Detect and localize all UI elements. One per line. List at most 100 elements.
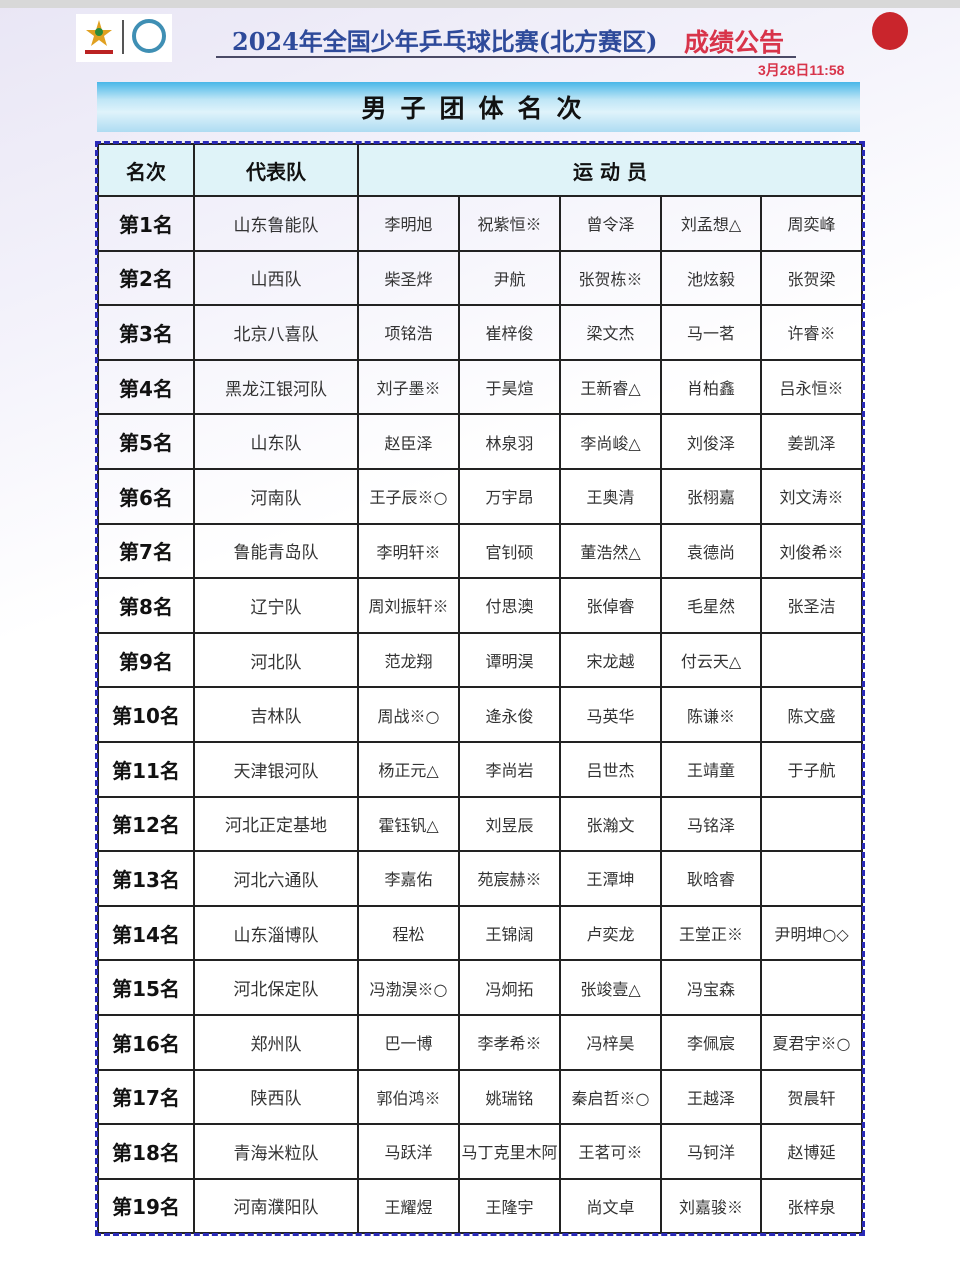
player-cell: 陈谦※	[660, 686, 762, 743]
rank-cell: 第17名	[97, 1068, 195, 1126]
table-row: 第16名 郑州队 巴一博 李孝希※ 冯梓昊 李佩宸 夏君宇※○	[97, 1013, 863, 1071]
player-cell: 张倬睿	[559, 577, 662, 634]
player-cell: 张栩嘉	[660, 467, 762, 525]
team-cell: 河北保定队	[193, 959, 359, 1016]
player-cell: 李嘉佑	[357, 850, 460, 907]
table-row: 第14名 山东淄博队 程松 王锦阔 卢奕龙 王堂正※ 尹明坤○◇	[97, 904, 863, 962]
table-row: 第6名 河南队 王子辰※○ 万宇昂 王奥清 张栩嘉 刘文涛※	[97, 467, 863, 525]
player-cell: 陈文盛	[760, 686, 863, 743]
player-cell: 袁德尚	[660, 522, 762, 580]
player-cell: 宋龙越	[559, 631, 662, 689]
table-row: 第12名 河北正定基地 霍钰钒△ 刘昱辰 张瀚文 马铭泽	[97, 795, 863, 853]
table-row: 第18名 青海米粒队 马跃洋 马丁克里木阿 王茗可※ 马钶洋 赵博延	[97, 1123, 863, 1180]
rank-cell: 第16名	[97, 1013, 195, 1071]
player-cell: 王茗可※	[559, 1123, 662, 1180]
team-cell: 河北正定基地	[193, 795, 359, 853]
rank-cell: 第14名	[97, 904, 195, 962]
table-row: 第13名 河北六通队 李嘉佑 苑宸赫※ 王潭坤 耿晗睿	[97, 850, 863, 907]
player-cell: 张贺栋※	[559, 249, 662, 307]
team-cell: 河北队	[193, 631, 359, 689]
player-cell: 付思澳	[458, 577, 561, 634]
player-cell: 李孝希※	[458, 1013, 561, 1071]
player-cell: 刘昱辰	[458, 795, 561, 853]
team-cell: 山西队	[193, 249, 359, 307]
player-cell: 冯宝森	[660, 959, 762, 1016]
rank-cell: 第9名	[97, 631, 195, 689]
player-cell: 张瀚文	[559, 795, 662, 853]
column-header-players: 运 动 员	[357, 143, 863, 197]
team-cell: 北京八喜队	[193, 304, 359, 361]
table-row: 第11名 天津银河队 杨正元△ 李尚岩 吕世杰 王靖童 于子航	[97, 740, 863, 798]
team-cell: 吉林队	[193, 686, 359, 743]
team-cell: 山东队	[193, 413, 359, 470]
player-cell: 李明旭	[357, 195, 460, 252]
team-cell: 陕西队	[193, 1068, 359, 1126]
player-cell: 崔梓俊	[458, 304, 561, 361]
player-cell: 夏君宇※○	[760, 1013, 863, 1071]
player-cell: 王锦阔	[458, 904, 561, 962]
table-row: 第1名 山东鲁能队 李明旭 祝紫恒※ 曾令泽 刘孟想△ 周奕峰	[97, 195, 863, 252]
team-cell: 山东淄博队	[193, 904, 359, 962]
player-cell: 刘俊泽	[660, 413, 762, 470]
player-cell	[760, 959, 863, 1016]
player-cell: 刘嘉骏※	[660, 1177, 762, 1235]
rank-cell: 第19名	[97, 1177, 195, 1235]
rank-cell: 第8名	[97, 577, 195, 634]
player-cell: 林泉羽	[458, 413, 561, 470]
table-row: 第19名 河南濮阳队 王耀煜 王隆宇 尚文卓 刘嘉骏※ 张梓泉	[97, 1177, 863, 1235]
player-cell: 王奥清	[559, 467, 662, 525]
player-cell: 王越泽	[660, 1068, 762, 1126]
player-cell: 马跃洋	[357, 1123, 460, 1180]
team-cell: 天津银河队	[193, 740, 359, 798]
player-cell	[760, 631, 863, 689]
publish-datetime: 3月28日11:58	[758, 62, 845, 78]
player-cell: 吕永恒※	[760, 358, 863, 416]
team-cell: 山东鲁能队	[193, 195, 359, 252]
announcement-label: 成绩公告	[684, 28, 785, 57]
emblem-logo-icon	[872, 12, 908, 50]
table-row: 第17名 陕西队 郭伯鸿※ 姚瑞铭 秦启哲※○ 王越泽 贺晨轩	[97, 1068, 863, 1126]
player-cell: 尹航	[458, 249, 561, 307]
table-header-row: 名次 代表队 运 动 员	[97, 143, 863, 197]
rank-cell: 第1名	[97, 195, 195, 252]
player-cell: 王子辰※○	[357, 467, 460, 525]
player-cell: 逄永俊	[458, 686, 561, 743]
player-cell: 尚文卓	[559, 1177, 662, 1235]
player-cell: 张贺梁	[760, 249, 863, 307]
player-cell: 吕世杰	[559, 740, 662, 798]
rank-cell: 第4名	[97, 358, 195, 416]
top-bar	[0, 0, 960, 8]
player-cell: 于子航	[760, 740, 863, 798]
player-cell: 李明轩※	[357, 522, 460, 580]
rank-cell: 第13名	[97, 850, 195, 907]
player-cell: 王堂正※	[660, 904, 762, 962]
table-row: 第7名 鲁能青岛队 李明轩※ 官钊硕 董浩然△ 袁德尚 刘俊希※	[97, 522, 863, 580]
player-cell: 赵臣泽	[357, 413, 460, 470]
player-cell: 付云天△	[660, 631, 762, 689]
team-cell: 青海米粒队	[193, 1123, 359, 1180]
player-cell: 程松	[357, 904, 460, 962]
player-cell: 董浩然△	[559, 522, 662, 580]
rank-cell: 第10名	[97, 686, 195, 743]
player-cell: 王耀煜	[357, 1177, 460, 1235]
player-cell: 于昊煊	[458, 358, 561, 416]
player-cell: 苑宸赫※	[458, 850, 561, 907]
player-cell: 李佩宸	[660, 1013, 762, 1071]
player-cell: 张圣洁	[760, 577, 863, 634]
player-cell: 王靖童	[660, 740, 762, 798]
table-row: 第15名 河北保定队 冯渤淏※○ 冯炯拓 张竣壹△ 冯宝森	[97, 959, 863, 1016]
player-cell: 霍钰钒△	[357, 795, 460, 853]
rank-cell: 第12名	[97, 795, 195, 853]
player-cell: 马铭泽	[660, 795, 762, 853]
rank-cell: 第18名	[97, 1123, 195, 1180]
player-cell: 耿晗睿	[660, 850, 762, 907]
section-title: 男子团体名次	[361, 94, 596, 123]
team-cell: 郑州队	[193, 1013, 359, 1071]
player-cell: 王潭坤	[559, 850, 662, 907]
table-row: 第4名 黑龙江银河队 刘子墨※ 于昊煊 王新睿△ 肖柏鑫 吕永恒※	[97, 358, 863, 416]
logo-divider	[122, 20, 124, 54]
team-cell: 河南濮阳队	[193, 1177, 359, 1235]
rank-cell: 第7名	[97, 522, 195, 580]
column-header-team: 代表队	[193, 143, 359, 197]
table-row: 第3名 北京八喜队 项铭浩 崔梓俊 梁文杰 马一茗 许睿※	[97, 304, 863, 361]
